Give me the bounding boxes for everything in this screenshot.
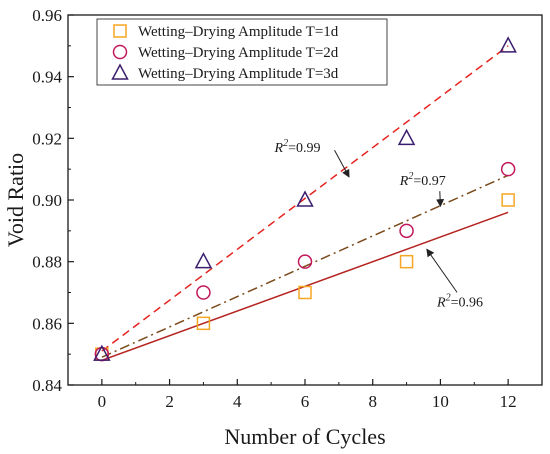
r2-value: =0.97 bbox=[413, 174, 445, 189]
x-tick-label: 10 bbox=[432, 392, 449, 411]
x-tick-label: 4 bbox=[233, 392, 242, 411]
r2-arrow bbox=[334, 149, 350, 178]
fit-lines bbox=[101, 45, 509, 362]
r2-superscript: 2 bbox=[408, 171, 413, 182]
r2-arrow bbox=[426, 248, 458, 293]
y-tick-label: 0.88 bbox=[32, 253, 62, 272]
y-tick-label: 0.86 bbox=[32, 314, 62, 333]
x-tick-label: 0 bbox=[98, 392, 107, 411]
legend-marker-series-3 bbox=[111, 63, 129, 80]
x-axis-title: Number of Cycles bbox=[224, 424, 385, 449]
y-tick-label: 0.92 bbox=[32, 129, 62, 148]
data-point-series-2 bbox=[399, 223, 414, 239]
x-tick-label: 6 bbox=[301, 392, 310, 411]
y-tick-label: 0.90 bbox=[32, 191, 62, 210]
r2-arrow bbox=[436, 191, 445, 208]
r2-superscript: 2 bbox=[283, 138, 288, 149]
r2-label-series-1: R2=0.96 bbox=[436, 292, 483, 310]
data-point-series-3 bbox=[397, 128, 416, 146]
data-point-series-2 bbox=[297, 254, 313, 269]
y-tick-label: 0.84 bbox=[32, 376, 62, 395]
legend-label-series-1: Wetting–Drying Amplitude T=1d bbox=[138, 24, 339, 40]
y-axis-title: Void Ratio bbox=[3, 153, 28, 247]
data-point-series-1 bbox=[298, 285, 312, 300]
r2-symbol: R bbox=[436, 295, 446, 310]
data-point-series-2 bbox=[500, 161, 516, 177]
r2-label-series-2: R2=0.97 bbox=[399, 171, 446, 189]
x-tick-label: 12 bbox=[500, 392, 517, 411]
r2-symbol: R bbox=[399, 174, 409, 189]
data-point-series-1 bbox=[399, 254, 414, 269]
axes: 0 2 4 6 8 10 12 0.84 0.86 0.88 0.90 0.92 0.94 0.96 bbox=[32, 6, 543, 411]
data-point-series-2 bbox=[196, 285, 211, 300]
r2-symbol: R bbox=[274, 141, 284, 156]
r2-superscript: 2 bbox=[446, 292, 451, 303]
data-point-series-1 bbox=[196, 316, 211, 331]
r2-value: =0.99 bbox=[288, 141, 320, 156]
y-tick-label: 0.94 bbox=[32, 68, 62, 87]
legend-label-series-3: Wetting–Drying Amplitude T=3d bbox=[138, 66, 339, 82]
legend-marker-series-1 bbox=[113, 24, 127, 38]
legend-marker-series-2 bbox=[112, 44, 128, 60]
data-point-series-3 bbox=[194, 252, 213, 269]
data-point-series-1 bbox=[501, 193, 515, 207]
legend: Wetting–Drying Amplitude T=1d Wetting–Dry… bbox=[96, 18, 388, 86]
r2-value: =0.96 bbox=[451, 295, 483, 310]
data-point-series-3 bbox=[93, 344, 111, 361]
fit-line-series-3 bbox=[101, 45, 509, 352]
data-point-series-3 bbox=[296, 190, 314, 207]
data-point-series-3 bbox=[499, 36, 517, 53]
legend-label-series-2: Wetting–Drying Amplitude T=2d bbox=[138, 45, 339, 61]
r2-label-series-3: R2=0.99 bbox=[274, 138, 321, 156]
x-tick-label: 8 bbox=[368, 392, 377, 411]
data-markers bbox=[93, 36, 517, 362]
x-tick-label: 2 bbox=[165, 392, 174, 411]
fit-line-series-2 bbox=[101, 174, 509, 358]
legend-box bbox=[96, 18, 388, 86]
y-tick-label: 0.96 bbox=[32, 6, 62, 25]
